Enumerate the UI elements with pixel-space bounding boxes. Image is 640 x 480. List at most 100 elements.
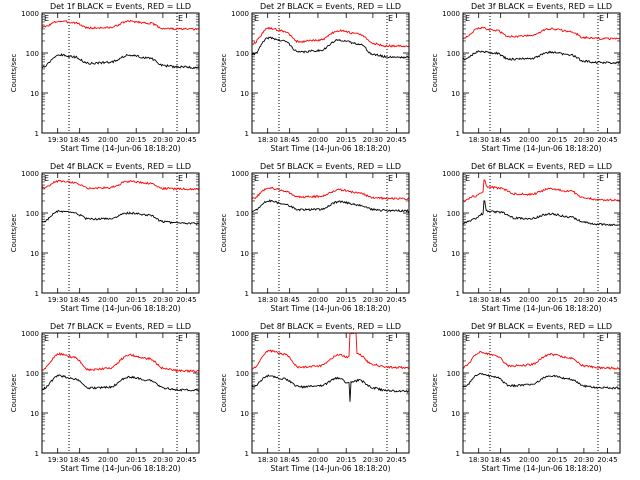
corner-marker-right: E [599,334,604,343]
plot-frame [41,12,200,134]
y-axis-label: Counts/sec [220,54,228,93]
series-line-lld [462,350,621,370]
y-tick-label: 1000 [442,10,460,18]
panel-det-9f: Det 9f BLACK = Events, RED = LLD 1 10 100 10… [431,322,621,473]
corner-marker-right: E [599,174,604,183]
y-tick-label: 10 [240,90,249,98]
corner-marker-right: E [178,174,183,183]
x-tick-label: 20:00 [519,136,539,144]
x-tick-label: 20:30 [153,136,173,144]
panel-title: Det 3f BLACK = Events, RED = LLD [471,2,612,11]
plot-frame [462,332,621,454]
y-tick-label: 10 [451,410,460,418]
panel-det-1f: Det 1f BLACK = Events, RED = LLD 1 10 100 10… [10,2,200,153]
plot-frame [251,12,410,134]
y-tick-label: 10 [30,410,39,418]
panel-title: Det 5f BLACK = Events, RED = LLD [260,162,401,171]
x-tick-label: 19:30 [48,456,68,464]
panel-det-5f: Det 5f BLACK = Events, RED = LLD 1 10 100 10… [220,162,410,313]
corner-marker-left: E [465,14,470,23]
panel-det-4f: Det 4f BLACK = Events, RED = LLD 1 10 100 10… [10,162,200,313]
y-tick-label: 1000 [231,330,249,338]
y-tick-label: 1 [35,450,39,458]
x-tick-label: 18:45 [70,456,90,464]
y-tick-label: 100 [236,210,249,218]
series-line-lld [251,186,410,201]
x-tick-label: 18:30 [469,296,489,304]
plot-frame [251,332,410,454]
plot-frame [41,332,200,454]
y-tick-label: 10 [451,90,460,98]
y-tick-label: 100 [447,370,460,378]
series-line-events [251,36,410,59]
x-tick-label: 20:00 [308,136,328,144]
panel-det-3f: Det 3f BLACK = Events, RED = LLD 1 10 100 10… [431,2,621,153]
x-tick-label: 20:45 [176,296,196,304]
corner-marker-left: E [465,334,470,343]
plot-frame [462,12,621,134]
y-axis-label: Counts/sec [10,214,18,253]
y-tick-label: 1000 [231,10,249,18]
corner-marker-right: E [178,14,183,23]
series-line-lld [251,332,410,370]
y-tick-label: 1000 [231,170,249,178]
corner-marker-left: E [44,334,49,343]
x-tick-label: 20:45 [597,296,617,304]
x-axis-label: Start Time (14-Jun-06 18:18:20) [482,464,602,473]
x-axis-label: Start Time (14-Jun-06 18:18:20) [482,304,602,313]
x-tick-label: 18:45 [70,296,90,304]
y-axis-label: Counts/sec [10,374,18,413]
x-tick-label: 20:15 [547,456,567,464]
y-tick-label: 1000 [442,330,460,338]
x-tick-label: 20:00 [308,456,328,464]
panel-title: Det 1f BLACK = Events, RED = LLD [50,2,191,11]
y-axis-label: Counts/sec [220,214,228,253]
panel-det-7f: Det 7f BLACK = Events, RED = LLD 1 10 100 10… [10,322,200,473]
corner-marker-right: E [178,334,183,343]
x-tick-label: 20:15 [336,456,356,464]
corner-marker-left: E [465,174,470,183]
panel-title: Det 7f BLACK = Events, RED = LLD [50,322,191,331]
x-tick-label: 20:00 [98,136,118,144]
x-tick-label: 20:15 [547,296,567,304]
x-tick-label: 18:45 [491,296,511,304]
x-tick-label: 20:30 [153,296,173,304]
y-axis-label: Counts/sec [431,214,439,253]
x-tick-label: 20:00 [98,456,118,464]
x-tick-label: 20:00 [308,296,328,304]
series-line-lld [462,26,621,41]
y-tick-label: 100 [26,210,39,218]
y-tick-label: 10 [240,410,249,418]
x-axis-label: Start Time (14-Jun-06 18:18:20) [271,464,391,473]
x-tick-label: 20:45 [386,296,406,304]
x-tick-label: 18:45 [491,136,511,144]
x-tick-label: 18:30 [469,456,489,464]
series-line-events [42,52,200,70]
x-tick-label: 20:45 [386,456,406,464]
x-tick-label: 20:30 [574,296,594,304]
y-tick-label: 100 [447,50,460,58]
plot-frame [251,172,410,294]
y-axis-label: Counts/sec [220,374,228,413]
y-tick-label: 1000 [21,10,39,18]
plot-frame [41,172,200,294]
y-axis-label: Counts/sec [431,54,439,93]
y-tick-label: 1 [245,450,249,458]
x-tick-label: 20:30 [574,456,594,464]
series-line-events [41,374,200,392]
x-tick-label: 20:15 [336,136,356,144]
corner-marker-right: E [388,334,393,343]
panel-title: Det 2f BLACK = Events, RED = LLD [260,2,401,11]
y-tick-label: 100 [26,370,39,378]
x-tick-label: 18:45 [280,136,300,144]
x-tick-label: 20:30 [574,136,594,144]
series-line-events [251,199,410,213]
x-axis-label: Start Time (14-Jun-06 18:18:20) [482,144,602,153]
y-tick-label: 100 [26,50,39,58]
x-tick-label: 20:00 [519,456,539,464]
x-tick-label: 20:30 [363,456,383,464]
y-tick-label: 1 [456,450,460,458]
y-tick-label: 1000 [21,170,39,178]
y-tick-label: 1 [456,130,460,138]
